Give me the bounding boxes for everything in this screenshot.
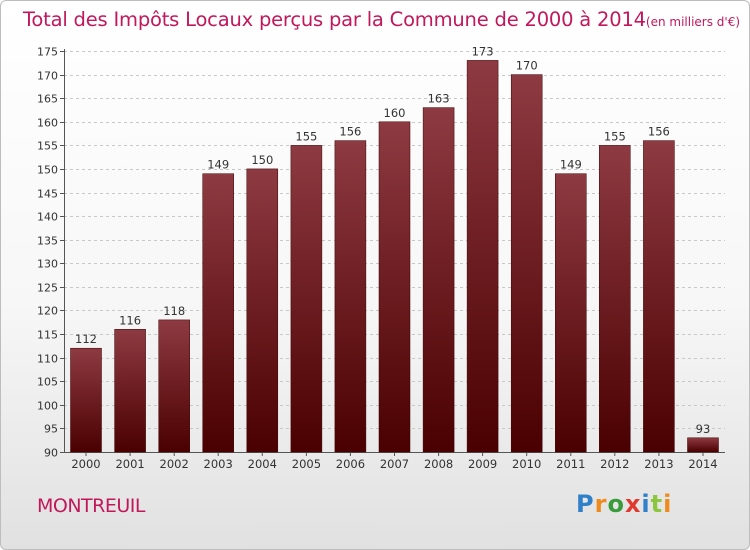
data-label-2012: 155 — [604, 129, 626, 143]
x-tick-label-2002: 2002 — [160, 457, 189, 471]
y-tick-label: 90 — [44, 447, 58, 460]
data-label-2001: 116 — [119, 313, 141, 327]
x-tick-label-2011: 2011 — [556, 457, 585, 471]
y-tick-label: 130 — [37, 258, 58, 271]
y-tick-label: 110 — [37, 353, 58, 366]
y-tick-label: 170 — [37, 70, 58, 83]
bar-2006 — [334, 140, 367, 453]
y-tick-labels: 90 95 100 105 110 115 120 125 130 135 140 145 150 155… — [37, 46, 58, 460]
x-tick-label-2003: 2003 — [204, 457, 233, 471]
logo-letter: o — [607, 490, 625, 518]
bar-2001 — [114, 329, 146, 453]
bar-2012 — [599, 145, 631, 453]
chart-title-main: Total des Impôts Locaux perçus par la Co… — [23, 8, 646, 31]
y-tick-label: 165 — [37, 93, 58, 106]
x-tick-label-2004: 2004 — [248, 457, 277, 471]
commune-name: MONTREUIL — [37, 495, 145, 517]
y-tick-label: 120 — [37, 305, 58, 318]
y-tick-label: 140 — [37, 211, 58, 224]
x-tick-label-2007: 2007 — [380, 457, 409, 471]
data-label-2000: 112 — [75, 332, 97, 346]
x-tick-label-2005: 2005 — [292, 457, 321, 471]
data-label-2003: 149 — [207, 158, 229, 172]
data-label-2002: 118 — [163, 304, 185, 318]
logo-letter: i — [663, 490, 673, 518]
logo-letter: P — [576, 490, 595, 518]
data-label-2013: 156 — [648, 125, 670, 139]
chart-title-unit: (en milliers d'€) — [645, 15, 741, 29]
x-tick-label-2001: 2001 — [115, 457, 144, 471]
data-label-2008: 163 — [428, 92, 450, 106]
x-tick-label-2006: 2006 — [336, 457, 365, 471]
y-tick-label: 105 — [37, 376, 58, 389]
logo-letter: t — [650, 490, 664, 518]
data-label-2004: 150 — [251, 153, 273, 167]
bar-2005 — [290, 145, 323, 453]
bar-2011 — [555, 173, 587, 453]
x-tick-label-2008: 2008 — [424, 457, 453, 471]
bar-2009 — [466, 60, 499, 453]
proxiti-logo: Proxiti — [576, 490, 672, 518]
axes — [60, 49, 725, 456]
y-tick-label: 150 — [37, 164, 58, 177]
x-tick-label-2009: 2009 — [468, 457, 497, 471]
bar-2000 — [70, 347, 102, 453]
y-tick-label: 125 — [37, 282, 58, 295]
data-label-2006: 156 — [339, 125, 361, 139]
x-tick-label-2010: 2010 — [512, 457, 541, 471]
y-tick-label: 155 — [37, 140, 58, 153]
logo-letter: r — [594, 490, 608, 518]
data-label-2010: 170 — [516, 59, 538, 73]
bar-2002 — [158, 319, 190, 453]
x-tick-label-2012: 2012 — [600, 457, 629, 471]
y-tick-label: 135 — [37, 235, 58, 248]
bar-2007 — [378, 121, 411, 453]
data-label-2011: 149 — [560, 158, 582, 172]
x-tick-label-2013: 2013 — [644, 457, 673, 471]
bar-2004 — [246, 168, 279, 453]
x-tick-label-2014: 2014 — [688, 457, 717, 471]
y-tick-label: 100 — [37, 400, 58, 413]
bar-2010 — [510, 74, 543, 453]
x-tick-label-2000: 2000 — [71, 457, 100, 471]
data-label-2014: 93 — [696, 422, 711, 436]
data-label-2009: 173 — [472, 44, 494, 58]
bar-2008 — [422, 107, 455, 453]
logo-letter: x — [624, 490, 642, 518]
y-tick-label: 115 — [37, 329, 58, 342]
y-tick-label: 175 — [37, 46, 58, 59]
data-labels: 112 116 118 149 150 155 156 160 163 173 170 149 155 1… — [75, 44, 710, 435]
bars — [70, 60, 719, 453]
bar-2014 — [687, 437, 719, 453]
chart-title: Total des Impôts Locaux perçus par la Co… — [23, 8, 740, 31]
x-tick-labels: 2000 2001 2002 2003 2004 2005 2006 2007 2008 2009… — [71, 457, 717, 471]
bar-2013 — [643, 140, 675, 453]
data-label-2007: 160 — [384, 106, 406, 120]
y-tick-label: 95 — [44, 423, 58, 436]
y-tick-label: 145 — [37, 188, 58, 201]
data-label-2005: 155 — [295, 129, 317, 143]
bar-2003 — [202, 173, 234, 453]
logo-letter: i — [641, 490, 651, 518]
y-tick-label: 160 — [37, 117, 58, 130]
